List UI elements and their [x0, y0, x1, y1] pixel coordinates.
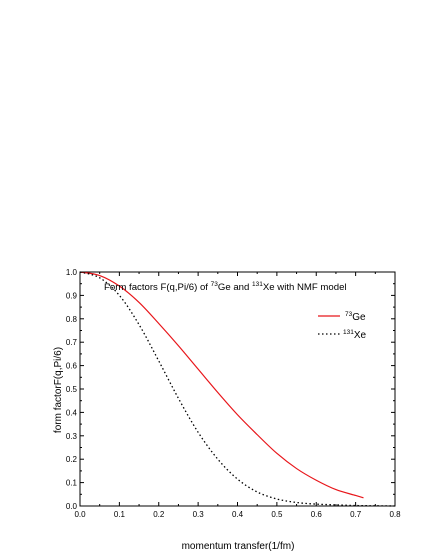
x-tick-label: 0.3 [193, 510, 205, 519]
legend-label-ge-main: Ge [352, 312, 366, 323]
y-tick-label: 0.3 [66, 432, 78, 441]
y-axis-title: form factorF(q,Pi/6) [53, 347, 64, 433]
y-tick-label: 0.6 [66, 362, 78, 371]
plot-frame [79, 271, 396, 507]
x-tick-label: 0.6 [311, 510, 323, 519]
y-tick-label: 0.2 [66, 455, 78, 464]
series-line-xe [79, 271, 396, 507]
y-tick-label: 1.0 [66, 268, 78, 277]
x-tick-label: 0.0 [74, 510, 86, 519]
legend: 73Ge 131Xe [318, 311, 367, 341]
chart-title-sup2: 131 [252, 281, 263, 288]
y-tick-label: 0.7 [66, 338, 78, 347]
chart-title: Form factors F(q,Pi/6) of 73Ge and 131Xe… [104, 281, 347, 293]
legend-label-ge: 73Ge [345, 311, 366, 323]
chart-title-part2: Ge and [218, 282, 252, 293]
x-tick-label: 0.8 [389, 510, 401, 519]
chart-title-part1: Form factors F(q,Pi/6) of [104, 282, 211, 293]
x-tick-label: 0.7 [350, 510, 362, 519]
chart-title-part3: Xe with NMF model [263, 282, 347, 293]
x-tick-label: 0.5 [271, 510, 283, 519]
y-tick-label: 0.4 [66, 408, 78, 417]
y-tick-label: 0.0 [66, 502, 78, 511]
legend-label-xe-sup: 131 [343, 329, 354, 336]
legend-label-xe: 131Xe [343, 329, 367, 341]
chart-title-sup1: 73 [211, 281, 219, 288]
y-tick-label: 0.1 [66, 479, 78, 488]
series-line-ge [79, 271, 364, 499]
y-tick-label: 0.8 [66, 315, 78, 324]
legend-label-ge-sup: 73 [345, 311, 353, 318]
x-tick-label: 0.2 [153, 510, 165, 519]
y-tick-label: 0.9 [66, 291, 78, 300]
y-tick-label: 0.5 [66, 385, 78, 394]
x-axis-title: momentum transfer(1/fm) [182, 541, 295, 552]
x-tick-label: 0.1 [114, 510, 126, 519]
legend-label-xe-main: Xe [354, 330, 367, 341]
x-tick-label: 0.4 [232, 510, 244, 519]
